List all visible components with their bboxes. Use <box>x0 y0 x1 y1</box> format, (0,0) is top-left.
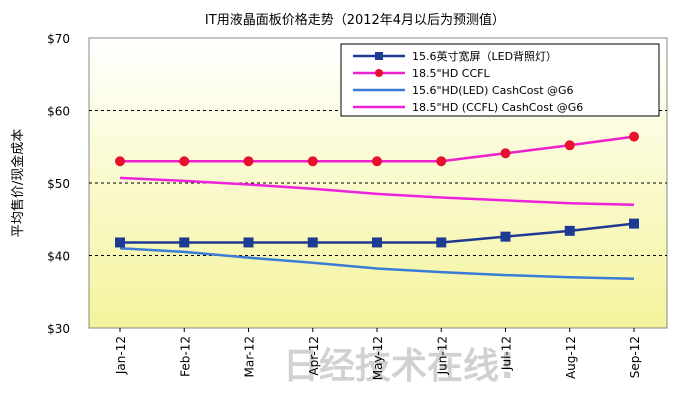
legend-label: 18.5"HD (CCFL) CashCost @G6 <box>412 101 583 114</box>
data-point <box>629 218 639 229</box>
legend-label: 15.6英寸宽屏（LED背照灯） <box>412 49 557 63</box>
data-point <box>115 237 125 248</box>
y-axis-label: 平均售价/现金成本 <box>10 129 26 237</box>
watermark-text: 日经技术在线! <box>283 346 515 387</box>
legend-label: 18.5"HD CCFL <box>412 67 490 80</box>
legend-label: 15.6"HD(LED) CashCost @G6 <box>412 84 574 97</box>
chart-title: IT用液晶面板价格走势（2012年4月以后为预测值） <box>205 12 505 28</box>
x-tick-label: Jul-12 <box>500 336 514 371</box>
y-tick-label: $50 <box>47 177 70 191</box>
y-tick-label: $60 <box>47 105 70 119</box>
series-line <box>119 247 635 280</box>
data-point <box>307 237 318 248</box>
x-tick-label: Jan-12 <box>114 336 128 375</box>
x-tick-label: Jun-12 <box>435 336 449 375</box>
x-tick-label: Apr-12 <box>307 336 321 376</box>
data-point <box>436 237 447 248</box>
series-line <box>119 176 635 206</box>
legend: 15.6英寸宽屏（LED背照灯） 18.5"HD CCFL 15.6"HD(LED)… <box>340 43 660 117</box>
series-markers <box>115 131 639 248</box>
data-point <box>500 231 511 242</box>
data-point <box>179 156 190 167</box>
data-point <box>564 140 575 151</box>
legend-marker <box>375 69 383 77</box>
data-point <box>436 156 447 167</box>
data-point <box>243 156 254 167</box>
data-point <box>500 148 511 159</box>
x-tick-label: Sep-12 <box>628 336 642 378</box>
data-point <box>307 156 318 167</box>
x-axis-ticks: Jan-12 Feb-12 Mar-12 Apr-12 May-12 Jun-12 Jul-… <box>114 328 642 380</box>
x-tick-label: May-12 <box>371 336 385 380</box>
data-point <box>115 156 125 167</box>
data-point <box>243 237 254 248</box>
data-point <box>372 156 382 167</box>
y-axis-ticks: $30 $40 $50 $60 $70 <box>47 32 70 336</box>
data-point <box>372 237 382 248</box>
y-tick-label: $40 <box>47 250 70 264</box>
x-tick-label: Feb-12 <box>178 336 192 377</box>
x-tick-label: Mar-12 <box>243 336 257 377</box>
y-tick-label: $30 <box>47 322 70 336</box>
y-tick-label: $70 <box>47 32 70 46</box>
data-point <box>564 225 575 236</box>
data-point <box>629 131 639 142</box>
data-point <box>179 237 190 248</box>
legend-marker <box>375 52 383 60</box>
x-tick-label: Aug-12 <box>564 336 578 379</box>
